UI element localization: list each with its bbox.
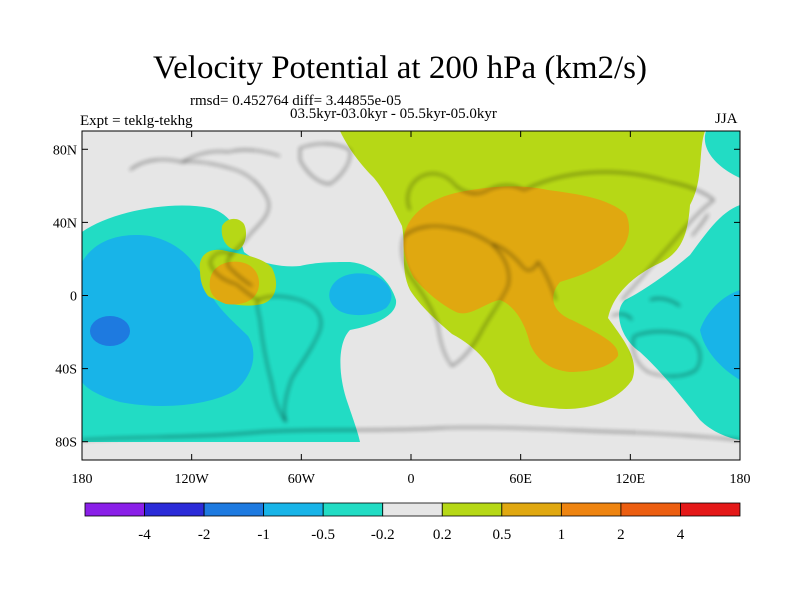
contour-negative-arctic xyxy=(704,131,740,178)
colorbar xyxy=(84,502,741,517)
colorbar-label: -2 xyxy=(198,527,211,543)
colorbar-label: -1 xyxy=(257,527,270,543)
experiment-label: Expt = teklg-tekhg xyxy=(80,113,193,129)
contour-positive-gulf xyxy=(221,218,246,250)
x-tick-label: 120W xyxy=(175,472,210,487)
x-tick-label: 60W xyxy=(288,472,316,487)
y-tick-label: 80S xyxy=(55,436,77,451)
colorbar-label: 2 xyxy=(617,527,625,543)
season-label: JJA xyxy=(715,111,738,127)
colorbar-swatch xyxy=(203,502,265,517)
contour-negative-east-pacific-core xyxy=(82,235,254,406)
colorbar-swatch xyxy=(263,502,324,517)
colorbar-label: 0.5 xyxy=(492,527,511,543)
colorbar-swatch xyxy=(144,502,205,517)
contour-negative-strong-core xyxy=(90,316,130,346)
contour-negative-westpacific xyxy=(619,205,740,440)
colorbar-swatch xyxy=(620,502,681,517)
colorbar-swatch xyxy=(560,502,622,517)
colorbar-label: 0.2 xyxy=(433,527,452,543)
x-tick-label: 0 xyxy=(408,472,415,487)
colorbar-swatch xyxy=(84,502,145,517)
colorbar-label: 4 xyxy=(677,527,685,543)
contour-negative-atlantic-core xyxy=(329,273,392,316)
x-tick-label: 120E xyxy=(616,472,646,487)
y-tick-label: 0 xyxy=(70,290,77,305)
colorbar-swatch xyxy=(501,502,562,517)
plot-title: Velocity Potential at 200 hPa (km2/s) xyxy=(152,50,648,86)
x-tick-label: 180 xyxy=(72,472,93,487)
contour-negative-westpacific-core xyxy=(700,290,740,380)
contour-positive-asia-core xyxy=(403,186,630,372)
y-tick-label: 80N xyxy=(53,143,77,158)
period-label: 03.5kyr-03.0kyr - 05.5kyr-05.0kyr xyxy=(290,106,497,122)
colorbar-swatch xyxy=(382,502,443,517)
colorbar-swatch xyxy=(441,502,503,517)
colorbar-label: -0.2 xyxy=(371,527,395,543)
axis-tick-labels: 180 120W 60W 0 60E 120E 180 80N 40N 0 40S 80S xyxy=(53,143,751,487)
x-tick-label: 60E xyxy=(509,472,532,487)
y-tick-label: 40N xyxy=(53,216,77,231)
rmsd-label: rmsd= 0.452764 diff= 3.44855e-05 xyxy=(190,93,402,109)
x-tick-label: 180 xyxy=(730,472,751,487)
coastlines xyxy=(82,143,740,441)
colorbar-swatch xyxy=(680,502,741,517)
axis-ticks xyxy=(81,131,741,460)
colorbar-label: 1 xyxy=(558,527,566,543)
colorbar-labels: -4 -2 -1 -0.5 -0.2 0.2 0.5 1 2 4 xyxy=(138,527,684,543)
y-tick-label: 40S xyxy=(55,363,77,378)
colorbar-label: -0.5 xyxy=(311,527,335,543)
colorbar-swatch xyxy=(322,502,384,517)
contour-field xyxy=(82,131,740,460)
colorbar-label: -4 xyxy=(138,527,151,543)
